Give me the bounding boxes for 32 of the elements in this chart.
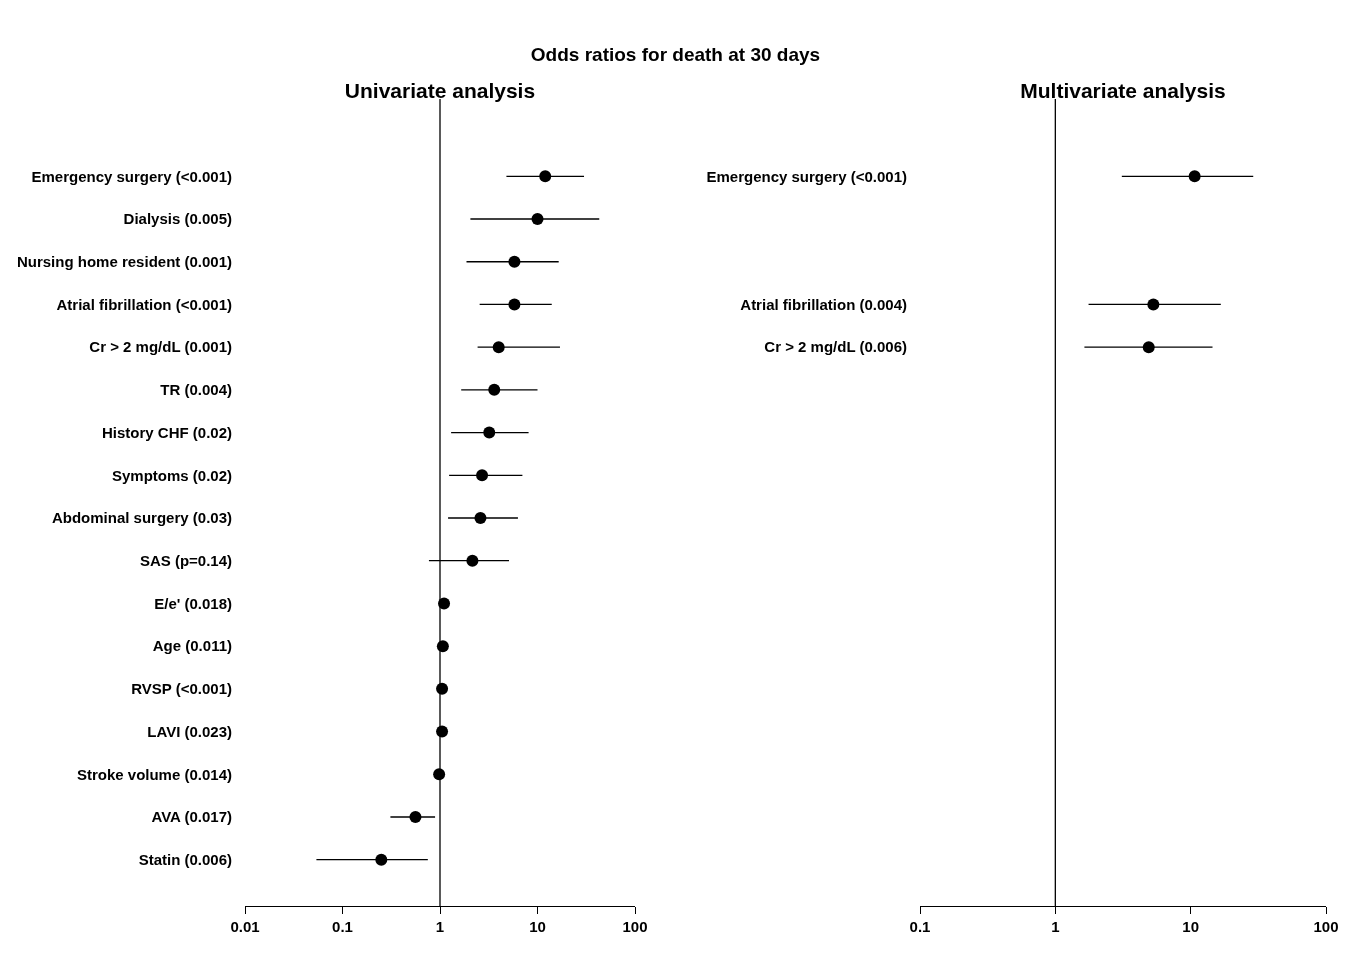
y-tick-label: Stroke volume (0.014) — [76, 765, 232, 783]
y-tick-label: Emergency surgery (<0.001) — [706, 167, 907, 185]
y-tick-label: Dialysis (0.005) — [123, 210, 232, 228]
y-tick-label: Age (0.011) — [152, 637, 232, 655]
text: Odds ratios for death at 30 days — [529, 44, 822, 66]
x-tick-label: 1 — [1051, 918, 1060, 936]
x-tick-label: 1 — [435, 918, 445, 936]
y-tick-label: Cr > 2 mg/dL (0.001) — [89, 338, 232, 356]
x-tick-label: 100 — [622, 918, 648, 936]
x-tick-label: 0.1 — [332, 918, 353, 936]
x-tick-label: 0.1 — [909, 918, 931, 936]
y-tick-label: E/e' (0.018) — [154, 594, 232, 612]
y-tick-label: Emergency surgery (<0.001) — [31, 167, 232, 185]
y-tick-label: Symptoms (0.02) — [111, 466, 232, 484]
y-tick-label: LAVI (0.023) — [147, 722, 232, 740]
chart-title: Multivariate analysis — [1020, 78, 1226, 102]
y-tick-label: TR (0.004) — [160, 381, 232, 399]
x-tick-label: 10 — [1182, 918, 1200, 936]
y-tick-label: AVA (0.017) — [151, 808, 232, 826]
y-tick-label: SAS (p=0.14) — [139, 551, 232, 569]
x-tick-label: 100 — [1313, 918, 1339, 936]
y-tick-label: Cr > 2 mg/dL (0.006) — [764, 338, 907, 356]
y-tick-label: History CHF (0.02) — [101, 423, 232, 441]
y-tick-label: Atrial fibrillation (<0.001) — [56, 295, 232, 313]
x-tick-label: 10 — [529, 918, 546, 936]
y-tick-label: RVSP (<0.001) — [131, 680, 232, 698]
y-tick-label: Abdominal surgery (0.03) — [51, 509, 232, 527]
y-tick-label: Nursing home resident (0.001) — [16, 252, 232, 270]
x-tick-label: 0.01 — [230, 918, 260, 936]
chart-title: Univariate analysis — [344, 78, 536, 102]
y-tick-label: Atrial fibrillation (0.004) — [740, 295, 907, 313]
y-tick-label: Statin (0.006) — [138, 850, 232, 868]
